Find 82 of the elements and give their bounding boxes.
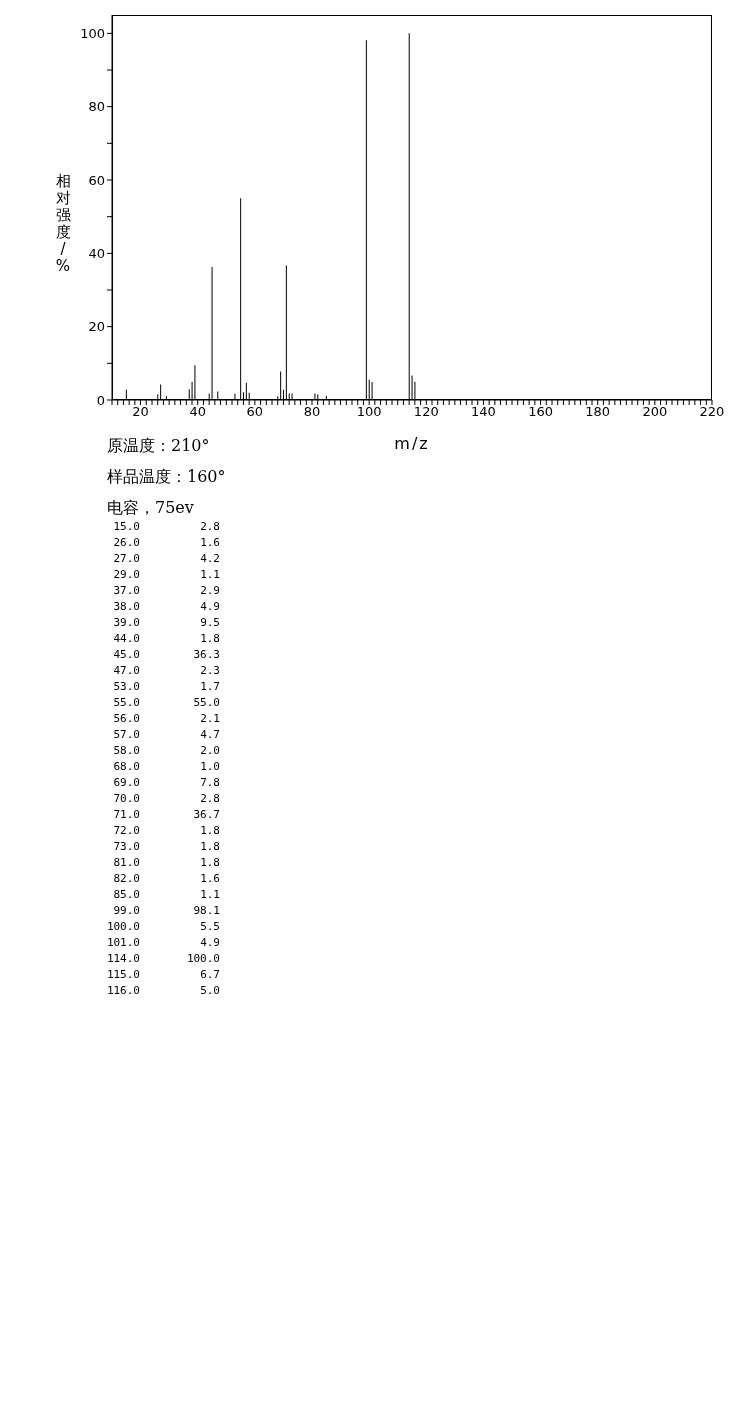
text: 4.9 <box>199 599 220 613</box>
text: 70.0 <box>112 791 140 805</box>
x-tick-label: 160 <box>528 404 553 420</box>
text: 29.0 <box>112 567 140 581</box>
text: 27.0 <box>112 551 140 565</box>
text: 7.8 <box>199 775 220 789</box>
text: 71.0 <box>112 807 140 821</box>
y-tick-label: 80 <box>88 99 105 115</box>
text: 1.8 <box>199 855 220 869</box>
text: 100.0 <box>185 951 220 965</box>
text: 原温度：210° <box>107 436 210 457</box>
text: 116.0 <box>105 983 140 997</box>
text: 1.1 <box>199 567 220 581</box>
text: 39.0 <box>112 615 140 629</box>
text: 4.7 <box>199 727 220 741</box>
y-tick-label: 40 <box>88 245 105 261</box>
text: 1.8 <box>199 631 220 645</box>
text: 36.7 <box>192 807 220 821</box>
text: 2.0 <box>199 743 220 757</box>
text: 44.0 <box>112 631 140 645</box>
x-tick-label: 60 <box>246 404 264 420</box>
y-tick-label: 60 <box>88 172 105 188</box>
text: 1.1 <box>199 887 220 901</box>
text: 82.0 <box>112 871 140 885</box>
text: 5.5 <box>199 919 220 933</box>
text: 99.0 <box>112 903 140 917</box>
text: 53.0 <box>112 679 140 693</box>
y-axis-title: 相对强度/% <box>54 172 72 275</box>
text: 15.0 <box>112 519 140 533</box>
text: 1.8 <box>199 823 220 837</box>
text: 2.1 <box>199 711 220 725</box>
text: 115.0 <box>105 967 140 981</box>
x-tick-label: 20 <box>132 404 149 420</box>
text: 45.0 <box>112 647 140 661</box>
text: 73.0 <box>112 839 140 853</box>
text: 38.0 <box>112 599 140 613</box>
x-tick-label: 80 <box>303 404 321 420</box>
text: 36.3 <box>192 647 220 661</box>
x-tick-label: 180 <box>585 404 611 420</box>
text: 69.0 <box>112 775 140 789</box>
text: 样品温度：160° <box>107 467 226 488</box>
text: 68.0 <box>112 759 140 773</box>
text: 37.0 <box>112 583 140 597</box>
x-tick-label: 100 <box>356 404 382 420</box>
text: 98.1 <box>192 903 220 917</box>
text: 1.0 <box>199 759 220 773</box>
x-tick-label: 140 <box>471 404 496 420</box>
text: 5.0 <box>199 983 220 997</box>
text: 9.5 <box>199 615 220 629</box>
text: 4.2 <box>199 551 220 565</box>
y-tick-label: 100 <box>80 25 105 41</box>
text: 1.6 <box>199 871 220 885</box>
text: 85.0 <box>112 887 140 901</box>
text: 1.7 <box>199 679 220 693</box>
x-axis-title: m/z <box>394 434 430 453</box>
text: 26.0 <box>112 535 140 549</box>
text: 58.0 <box>112 743 140 757</box>
text: 1.6 <box>199 535 220 549</box>
text: 4.9 <box>199 935 220 949</box>
x-tick-label: 40 <box>189 404 206 420</box>
text: 2.8 <box>199 791 220 805</box>
text: 100.0 <box>105 919 140 933</box>
text: 2.9 <box>199 583 220 597</box>
text: 57.0 <box>112 727 140 741</box>
text: 55.0 <box>192 695 220 709</box>
text: 2.8 <box>199 519 220 533</box>
text: 电容，75ev <box>107 498 194 519</box>
x-tick-label: 200 <box>642 404 668 420</box>
text: 114.0 <box>105 951 140 965</box>
text: 2.3 <box>199 663 220 677</box>
text: 81.0 <box>112 855 140 869</box>
text: 6.7 <box>199 967 220 981</box>
y-tick-label: 20 <box>88 319 105 335</box>
text: 56.0 <box>112 711 140 725</box>
text: 1.8 <box>199 839 220 853</box>
text: 101.0 <box>105 935 140 949</box>
x-tick-label: 120 <box>413 404 439 420</box>
x-tick-label: 220 <box>699 404 725 420</box>
text: 47.0 <box>112 663 140 677</box>
y-tick-label: 0 <box>96 392 105 408</box>
text: 55.0 <box>112 695 140 709</box>
text: 72.0 <box>112 823 140 837</box>
